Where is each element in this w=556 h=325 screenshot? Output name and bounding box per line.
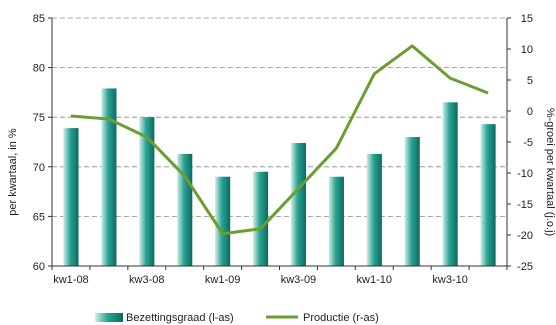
bar — [252, 171, 269, 266]
bar — [101, 88, 117, 266]
y-left-axis-label: per kwartaal, in % — [7, 128, 19, 216]
x-tick-label: kw1-09 — [205, 274, 240, 286]
legend-swatch-bezettingsgraad — [95, 313, 123, 322]
y-left-tick-label: 65 — [33, 211, 45, 223]
x-tick-label: kw1-08 — [53, 274, 88, 286]
y-right-tick-label: 10 — [521, 44, 533, 56]
tick-labels: 60 65 70 75 80 85 -25 -20 -15 -10 -5 0 5 10 15 kw1-08 kw… — [33, 13, 533, 286]
bar — [328, 176, 344, 266]
y-right-tick-label: 5 — [527, 75, 533, 87]
bar — [480, 124, 496, 266]
y-left-tick-label: 85 — [33, 13, 45, 25]
y-right-tick-label: -15 — [517, 199, 533, 211]
y-right-tick-label: -5 — [523, 137, 533, 149]
y-right-tick-label: -25 — [517, 261, 533, 273]
bar — [215, 176, 231, 266]
y-right-tick-label: 0 — [527, 106, 533, 118]
y-right-tick-label: 15 — [521, 13, 533, 25]
bar — [442, 102, 458, 266]
y-left-tick-label: 70 — [33, 162, 45, 174]
y-left-tick-label: 75 — [33, 112, 45, 124]
legend-label-bezettingsgraad: Bezettingsgraad (l-as) — [126, 312, 234, 324]
x-tick-label: kw3-08 — [129, 274, 164, 286]
y-right-axis-label: %-groei per kwartaal (j.o.j) — [544, 108, 556, 236]
bar — [404, 137, 420, 266]
line-series — [70, 44, 489, 236]
bar — [290, 142, 307, 266]
y-left-tick-label: 80 — [33, 63, 45, 75]
x-tick-label: kw1-10 — [357, 274, 392, 286]
y-left-tick-label: 60 — [33, 261, 45, 273]
y-right-tick-label: -10 — [517, 168, 533, 180]
bar — [366, 153, 382, 266]
x-tick-label: kw3-09 — [281, 274, 316, 286]
y-right-tick-label: -20 — [517, 230, 533, 242]
gridlines — [52, 17, 507, 217]
x-tick-label: kw3-10 — [432, 274, 467, 286]
legend-label-productie: Productie (r-as) — [303, 312, 379, 324]
productie-line — [70, 44, 489, 236]
legend: Bezettingsgraad (l-as) Productie (r-as) — [95, 312, 379, 324]
bar-series — [63, 88, 496, 266]
axes — [48, 17, 511, 270]
bar — [63, 128, 79, 266]
bar — [139, 117, 155, 266]
